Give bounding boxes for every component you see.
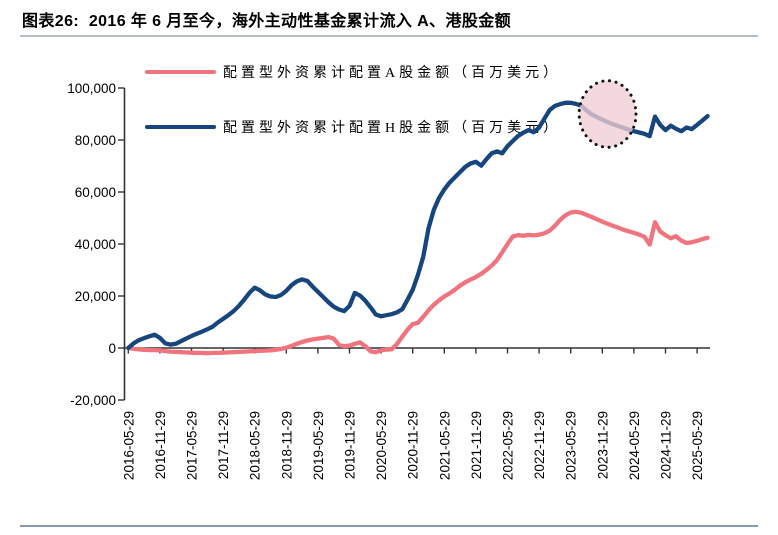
bottom-divider	[20, 525, 758, 527]
y-tick-label: 0	[108, 341, 116, 356]
y-tick-label: 40,000	[75, 237, 116, 252]
legend-label-a-shares: 配置型外资累计配置A股金额（百万美元）	[223, 66, 562, 81]
x-tick-label: 2019-05-29	[311, 411, 326, 480]
y-tick-label: 80,000	[75, 133, 116, 148]
y-tick-label: 20,000	[75, 289, 116, 304]
x-tick-label: 2024-05-29	[627, 411, 642, 480]
x-tick-label: 2023-05-29	[564, 411, 579, 480]
dotted-highlight-ellipse	[577, 79, 638, 149]
x-tick-label: 2017-11-29	[216, 411, 231, 479]
y-tick-label: 100,000	[67, 81, 116, 96]
x-tick-label: 2018-05-29	[248, 411, 263, 480]
a-share-series-line	[126, 209, 710, 356]
a-share-line-swatch	[145, 69, 216, 75]
y-tick-label: -20,000	[70, 393, 116, 408]
y-tick-label: 60,000	[75, 185, 116, 200]
h-share-line-swatch	[145, 124, 216, 130]
x-tick-label: 2019-11-29	[343, 411, 358, 479]
title-divider	[20, 35, 758, 37]
x-tick-label: 2016-05-29	[121, 411, 136, 480]
legend-item-a-shares: 配置型外资累计配置A股金额（百万美元）	[145, 63, 561, 81]
x-tick-label: 2022-11-29	[532, 411, 547, 479]
legend-item-h-shares: 配置型外资累计配置H股金额（百万美元）	[145, 118, 561, 136]
x-tick-label: 2025-05-29	[690, 411, 705, 480]
highlight-ellipse-annotation	[577, 79, 638, 149]
x-tick-label: 2017-05-29	[185, 411, 200, 480]
y-axis-ticks: 100,000 80,000 60,000 40,000 20,000 0 -20,000	[67, 81, 125, 408]
x-tick-label: 2022-05-29	[501, 411, 516, 480]
legend-label-h-shares: 配置型外资累计配置H股金额（百万美元）	[223, 121, 562, 136]
x-axis-ticks: 2016-05-29 2016-11-29 2017-05-29 2017-11-29…	[121, 348, 705, 480]
x-tick-label: 2023-11-29	[595, 411, 610, 479]
x-tick-label: 2020-11-29	[406, 411, 421, 479]
x-tick-label: 2020-05-29	[374, 411, 389, 480]
x-tick-label: 2021-05-29	[437, 411, 452, 480]
figure-title: 图表26: 2016 年 6 月至今，海外主动性基金累计流入 A、港股金额	[22, 13, 512, 30]
x-tick-label: 2016-11-29	[153, 411, 168, 479]
x-tick-label: 2018-11-29	[279, 411, 294, 479]
x-tick-label: 2024-11-29	[659, 411, 674, 479]
x-tick-label: 2021-11-29	[469, 411, 484, 479]
